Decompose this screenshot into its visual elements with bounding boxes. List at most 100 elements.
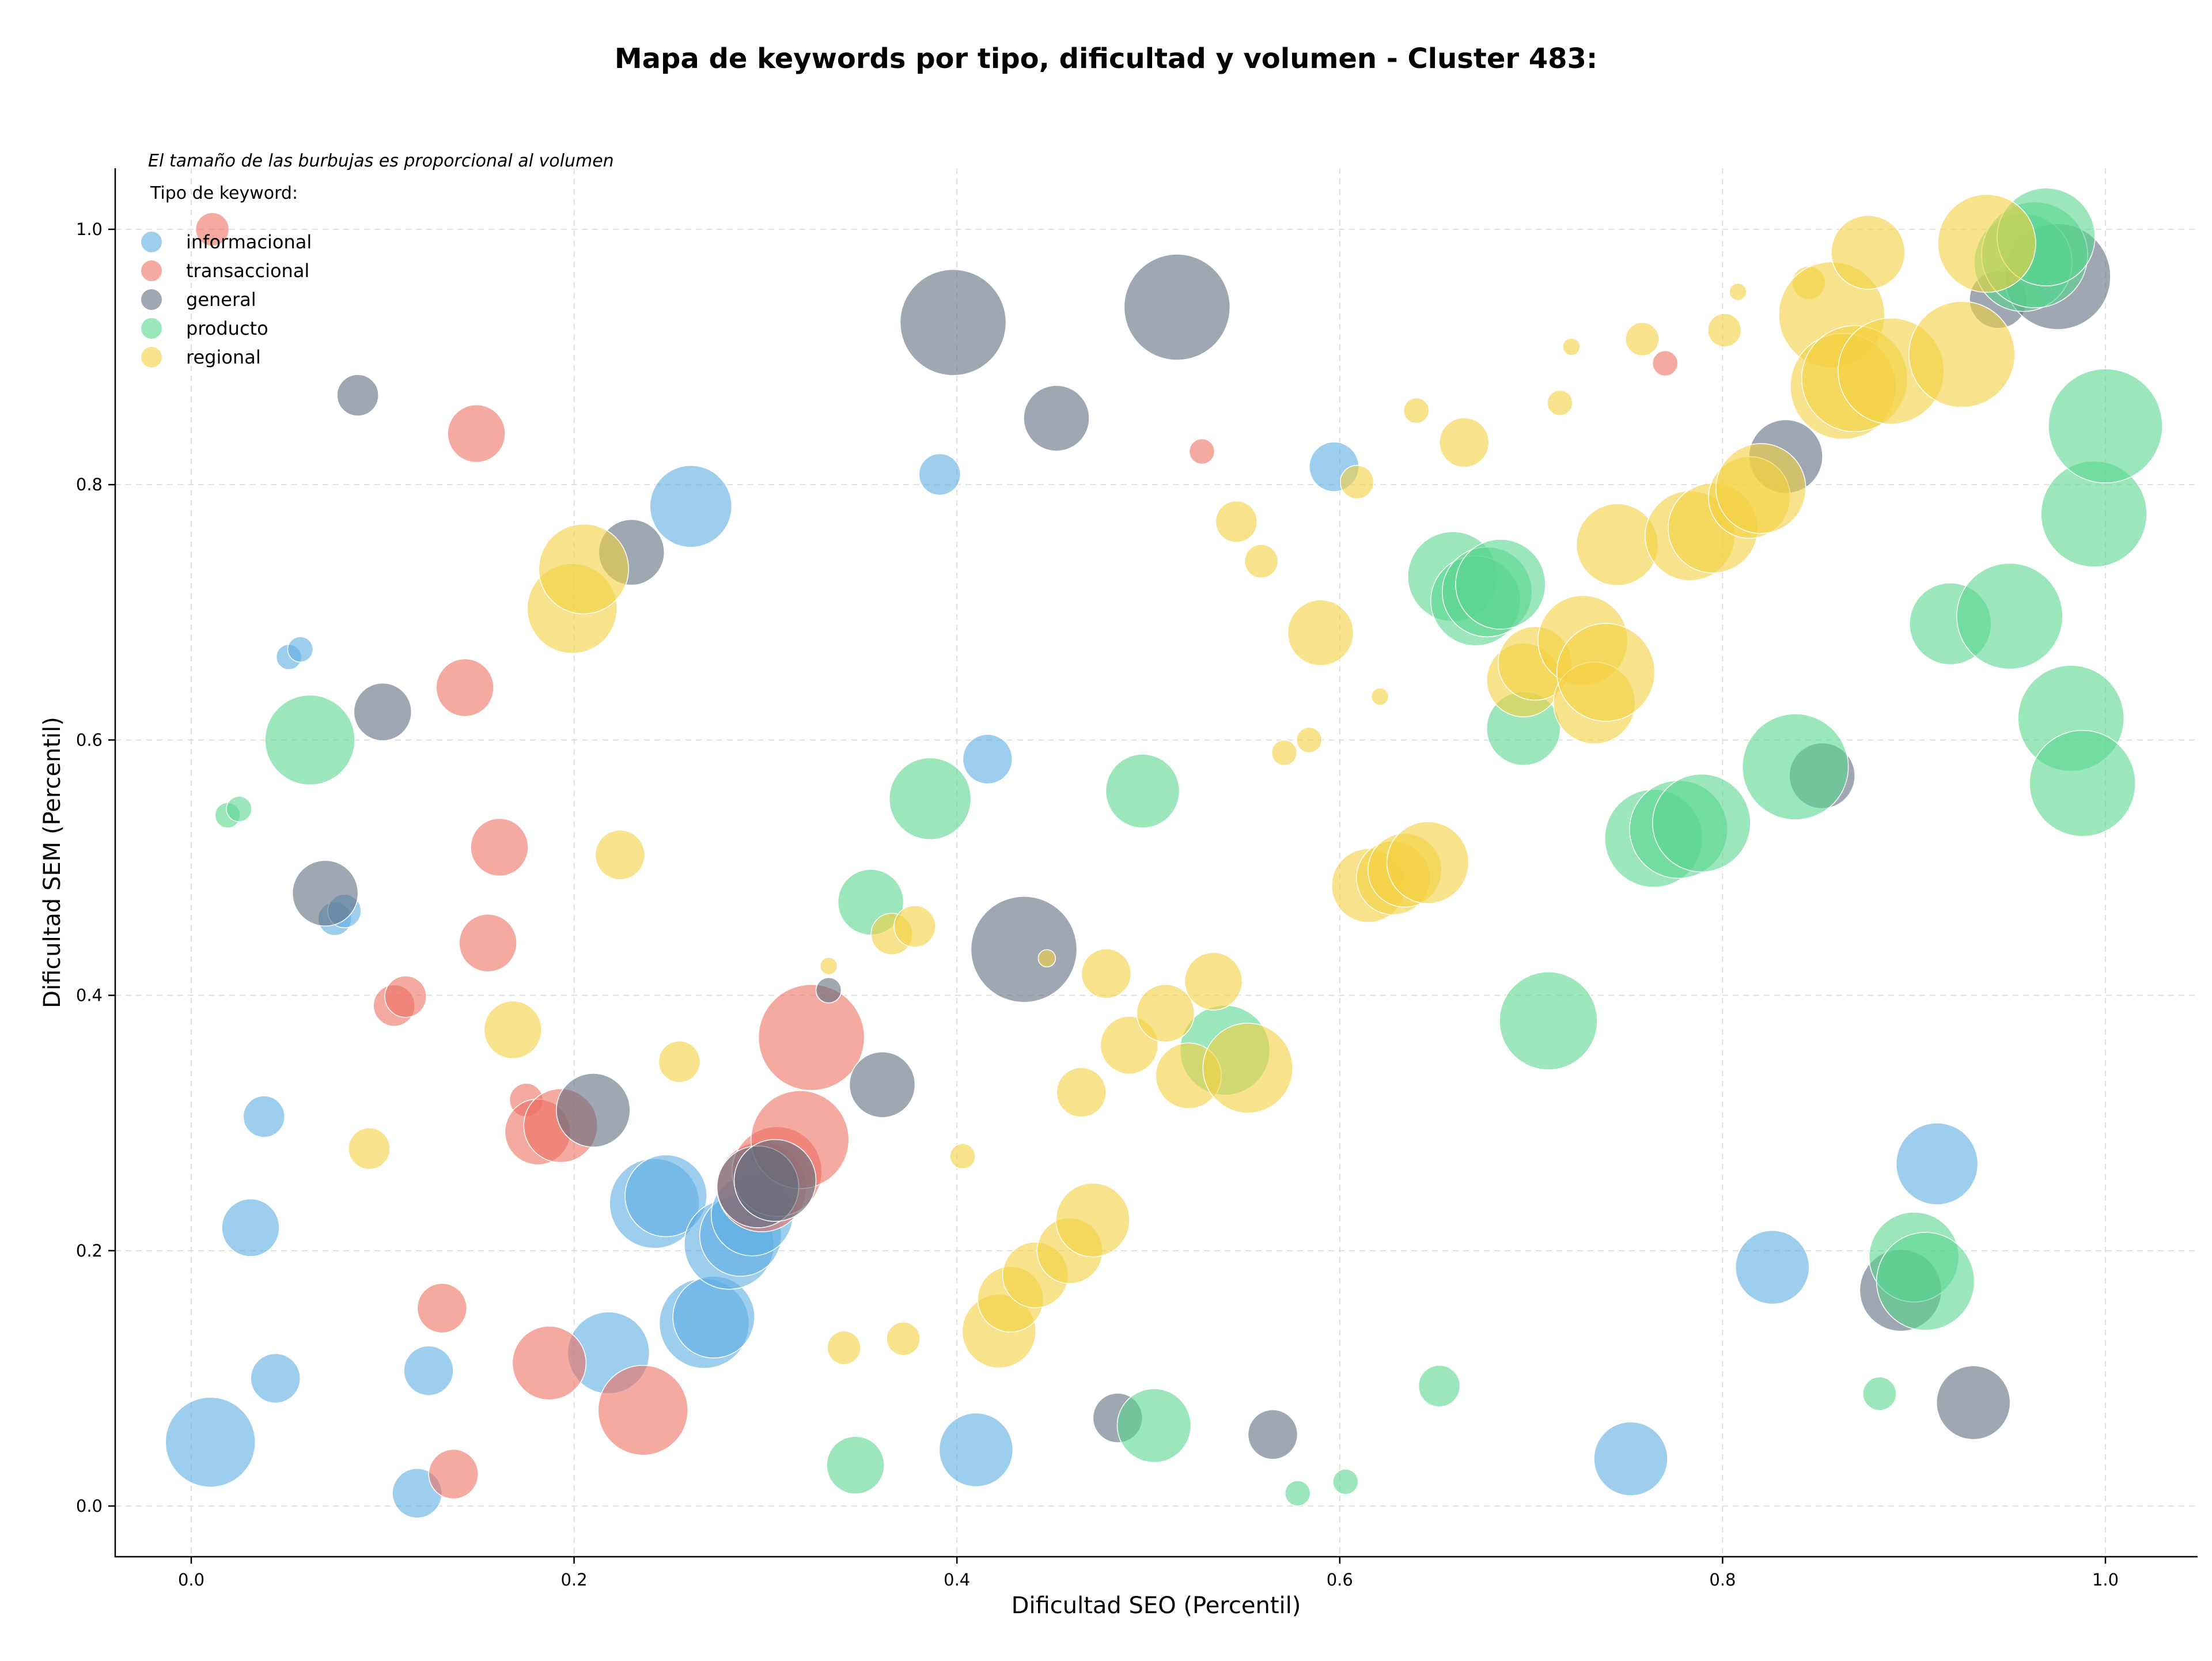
bubble-regional-23[interactable] xyxy=(1184,952,1243,1011)
bubble-informacional-9[interactable] xyxy=(403,1345,454,1396)
legend-item-producto[interactable]: producto xyxy=(141,317,268,339)
bubble-regional-41[interactable] xyxy=(1562,338,1581,356)
bubble-regional-18[interactable] xyxy=(1055,1182,1130,1258)
bubble-regional-40[interactable] xyxy=(1547,389,1573,417)
bubble-informacional-23[interactable] xyxy=(1593,1421,1668,1496)
bubble-regional-4[interactable] xyxy=(594,830,646,880)
bubble-regional-29[interactable] xyxy=(1287,599,1354,667)
bubble-producto-7[interactable] xyxy=(1116,1388,1192,1463)
bubble-general-10[interactable] xyxy=(970,896,1078,1003)
bubble-producto-5[interactable] xyxy=(888,757,972,841)
bubble-general-9[interactable] xyxy=(899,269,1007,376)
bubble-transaccional-5[interactable] xyxy=(435,658,494,717)
bubble-regional-6[interactable] xyxy=(819,956,838,975)
bubble-producto-11[interactable] xyxy=(1418,1364,1461,1408)
bubble-transaccional-17[interactable] xyxy=(757,983,865,1091)
bubble-transaccional-18[interactable] xyxy=(1188,438,1215,465)
bubble-regional-10[interactable] xyxy=(893,905,936,948)
bubble-producto-21[interactable] xyxy=(1741,713,1849,820)
bubble-regional-52[interactable] xyxy=(1715,443,1806,534)
legend-item-general[interactable]: general xyxy=(141,289,256,311)
bubble-transaccional-0[interactable] xyxy=(195,212,230,247)
bubble-informacional-21[interactable] xyxy=(938,1412,1014,1488)
bubble-regional-59[interactable] xyxy=(1908,301,2016,408)
bubble-producto-17[interactable] xyxy=(1499,971,1598,1070)
bubble-regional-9[interactable] xyxy=(886,1321,921,1356)
bubble-regional-3[interactable] xyxy=(538,523,629,615)
bubble-regional-19[interactable] xyxy=(1081,948,1132,999)
bubble-producto-33[interactable] xyxy=(2048,368,2163,484)
bubble-general-8[interactable] xyxy=(849,1051,916,1118)
bubble-transaccional-7[interactable] xyxy=(459,913,517,973)
bubble-transaccional-2[interactable] xyxy=(384,975,427,1018)
bubble-regional-26[interactable] xyxy=(1244,544,1279,578)
bubble-regional-27[interactable] xyxy=(1271,739,1298,766)
bubble-informacional-5[interactable] xyxy=(287,636,314,663)
bubble-producto-15[interactable] xyxy=(1455,539,1546,630)
bubble-transaccional-13[interactable] xyxy=(597,1365,688,1456)
bubble-regional-57[interactable] xyxy=(1831,215,1906,290)
bubble-regional-32[interactable] xyxy=(1370,687,1389,706)
legend-item-informacional[interactable]: informacional xyxy=(141,231,312,253)
bubble-regional-24[interactable] xyxy=(1215,500,1258,543)
bubble-regional-44[interactable] xyxy=(1556,623,1656,722)
bubble-regional-36[interactable] xyxy=(1386,821,1469,904)
bubble-informacional-0[interactable] xyxy=(165,1397,256,1488)
bubble-transaccional-19[interactable] xyxy=(1652,350,1679,377)
bubble-regional-49[interactable] xyxy=(1707,313,1742,347)
bubble-informacional-1[interactable] xyxy=(221,1198,280,1257)
bubble-regional-0[interactable] xyxy=(348,1127,391,1170)
bubble-general-6[interactable] xyxy=(733,1139,817,1222)
bubble-regional-46[interactable] xyxy=(1625,321,1660,357)
bubble-general-7[interactable] xyxy=(815,977,842,1004)
bubble-general-18[interactable] xyxy=(1936,1365,2011,1440)
bubble-informacional-25[interactable] xyxy=(1895,1122,1979,1205)
bubble-transaccional-4[interactable] xyxy=(428,1448,479,1500)
bubble-general-11[interactable] xyxy=(1023,385,1090,452)
bubble-general-2[interactable] xyxy=(353,682,412,741)
bubble-regional-60[interactable] xyxy=(1937,194,2036,293)
bubble-informacional-2[interactable] xyxy=(243,1095,286,1138)
bubble-informacional-13[interactable] xyxy=(649,465,733,548)
bubble-regional-25[interactable] xyxy=(1202,1023,1294,1114)
bubble-producto-22[interactable] xyxy=(1862,1376,1897,1411)
bubble-general-13[interactable] xyxy=(1123,253,1231,361)
bubble-regional-5[interactable] xyxy=(658,1041,701,1083)
bubble-producto-9[interactable] xyxy=(1284,1480,1311,1507)
bubble-informacional-19[interactable] xyxy=(918,453,961,496)
bubble-regional-11[interactable] xyxy=(949,1143,976,1170)
bubble-regional-7[interactable] xyxy=(827,1330,861,1365)
bubble-regional-1[interactable] xyxy=(483,1000,543,1060)
bubble-regional-30[interactable] xyxy=(1339,465,1374,500)
bubble-producto-31[interactable] xyxy=(2029,729,2136,837)
bubble-regional-37[interactable] xyxy=(1439,417,1490,468)
bubble-informacional-24[interactable] xyxy=(1735,1229,1810,1305)
bubble-transaccional-12[interactable] xyxy=(512,1326,587,1401)
bubble-producto-6[interactable] xyxy=(1105,754,1180,828)
bubble-informacional-20[interactable] xyxy=(962,733,1013,785)
bubble-general-14[interactable] xyxy=(1247,1409,1298,1460)
bubble-producto-26[interactable] xyxy=(1956,562,2063,670)
bubble-producto-1[interactable] xyxy=(226,796,252,822)
bubble-transaccional-6[interactable] xyxy=(447,404,506,463)
bubble-general-3[interactable] xyxy=(556,1073,631,1148)
bubble-general-1[interactable] xyxy=(291,860,359,927)
bubble-transaccional-8[interactable] xyxy=(470,818,529,877)
bubble-transaccional-3[interactable] xyxy=(416,1282,468,1334)
bubble-producto-20[interactable] xyxy=(1652,773,1751,873)
bubble-producto-24[interactable] xyxy=(1876,1232,1975,1331)
bubble-informacional-12[interactable] xyxy=(624,1154,707,1238)
bubble-regional-15[interactable] xyxy=(1037,949,1056,968)
bubble-informacional-3[interactable] xyxy=(250,1353,301,1404)
bubble-producto-3[interactable] xyxy=(826,1436,885,1494)
bubble-regional-35[interactable] xyxy=(1403,397,1430,424)
bubble-regional-50[interactable] xyxy=(1729,282,1747,301)
bubble-informacional-15[interactable] xyxy=(672,1276,755,1359)
bubble-producto-10[interactable] xyxy=(1332,1469,1359,1495)
bubble-regional-21[interactable] xyxy=(1136,983,1195,1043)
legend-item-regional[interactable]: regional xyxy=(141,346,261,368)
bubble-regional-17[interactable] xyxy=(1056,1067,1107,1118)
bubble-producto-2[interactable] xyxy=(264,694,355,786)
legend-item-transaccional[interactable]: transaccional xyxy=(141,260,309,282)
bubble-general-0[interactable] xyxy=(336,374,379,417)
